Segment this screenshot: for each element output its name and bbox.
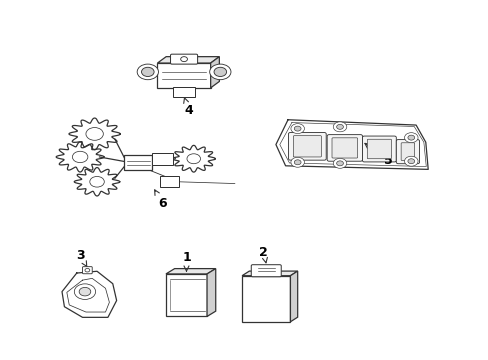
Text: 2: 2 [259,246,267,263]
FancyBboxPatch shape [170,54,197,64]
Circle shape [333,158,346,168]
Text: 5: 5 [364,143,392,167]
Circle shape [333,122,346,132]
Circle shape [294,126,301,131]
Circle shape [141,67,154,77]
Text: 6: 6 [154,190,166,210]
FancyBboxPatch shape [395,140,419,164]
Circle shape [404,133,417,143]
FancyBboxPatch shape [160,176,179,187]
Circle shape [79,287,91,296]
Circle shape [336,124,343,129]
Circle shape [336,161,343,166]
Circle shape [137,64,158,80]
Circle shape [294,160,301,165]
FancyBboxPatch shape [326,135,362,161]
Polygon shape [157,63,210,88]
Circle shape [74,284,95,300]
Polygon shape [275,120,427,169]
Circle shape [290,157,304,167]
Circle shape [407,135,414,140]
Polygon shape [165,269,215,274]
Circle shape [214,67,226,77]
FancyBboxPatch shape [82,267,92,274]
Circle shape [404,156,417,166]
FancyBboxPatch shape [251,265,281,277]
Text: 1: 1 [182,252,190,271]
FancyBboxPatch shape [400,143,414,161]
Circle shape [407,159,414,164]
Polygon shape [210,57,219,88]
FancyBboxPatch shape [362,136,395,162]
Text: 3: 3 [76,249,87,267]
Polygon shape [242,276,290,322]
Polygon shape [62,271,117,318]
FancyBboxPatch shape [366,139,391,159]
Polygon shape [290,271,297,322]
Text: 4: 4 [183,98,193,117]
FancyBboxPatch shape [331,138,357,158]
Polygon shape [157,57,219,63]
Polygon shape [242,271,297,276]
Polygon shape [206,269,215,316]
FancyBboxPatch shape [293,136,321,157]
Circle shape [209,64,230,80]
FancyBboxPatch shape [173,87,194,98]
FancyBboxPatch shape [151,153,173,165]
FancyBboxPatch shape [288,132,325,160]
FancyBboxPatch shape [123,155,152,170]
Circle shape [290,123,304,134]
Polygon shape [165,274,206,316]
